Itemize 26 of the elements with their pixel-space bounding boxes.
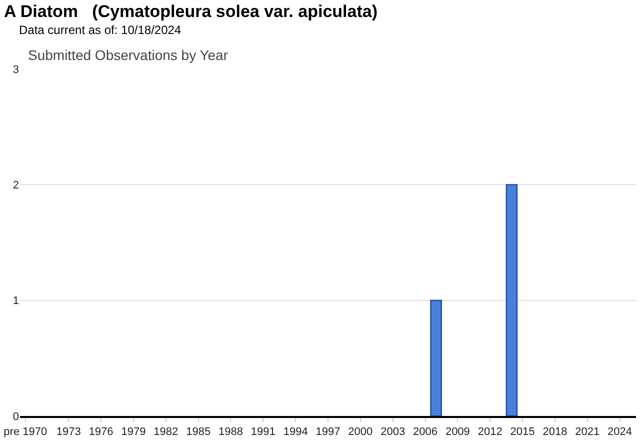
x-tick-label: 1997 — [316, 426, 340, 438]
x-tick-label: 1976 — [88, 426, 114, 438]
chart-title: A Diatom (Cymatopleura solea var. apiculata) — [4, 2, 378, 21]
y-tick-label: 2 — [12, 180, 19, 192]
x-tick-label: 1991 — [250, 426, 276, 438]
y-tick-label: 3 — [12, 64, 19, 76]
x-tick-label: 1979 — [121, 426, 146, 438]
x-tick-label: 1973 — [56, 426, 81, 438]
x-tick-label: 2021 — [575, 426, 600, 438]
x-tick-label: 2018 — [542, 426, 568, 438]
text: Submitted Observations by Year — [28, 47, 228, 63]
x-tick-label: 2006 — [413, 426, 438, 438]
x-tick-label: 2024 — [608, 426, 632, 438]
x-tick-label: 1988 — [218, 426, 243, 438]
x-tick-label: 2009 — [445, 426, 470, 438]
x-tick-label: 2012 — [478, 426, 502, 438]
x-tick-label: pre 1970 — [4, 426, 48, 438]
x-tick-label: 1982 — [154, 426, 178, 438]
chart-subtitle: Data current as of: 10/18/2024 — [19, 23, 182, 37]
x-tick-label: 1994 — [283, 426, 308, 438]
x-tick-label: 2000 — [348, 426, 373, 438]
y-tick-label: 1 — [12, 295, 19, 308]
x-tick-label: 2015 — [510, 426, 535, 438]
x-tick-label: 1985 — [186, 426, 211, 438]
y-tick-label: 0 — [12, 410, 19, 423]
x-tick-label: 2003 — [380, 426, 406, 438]
